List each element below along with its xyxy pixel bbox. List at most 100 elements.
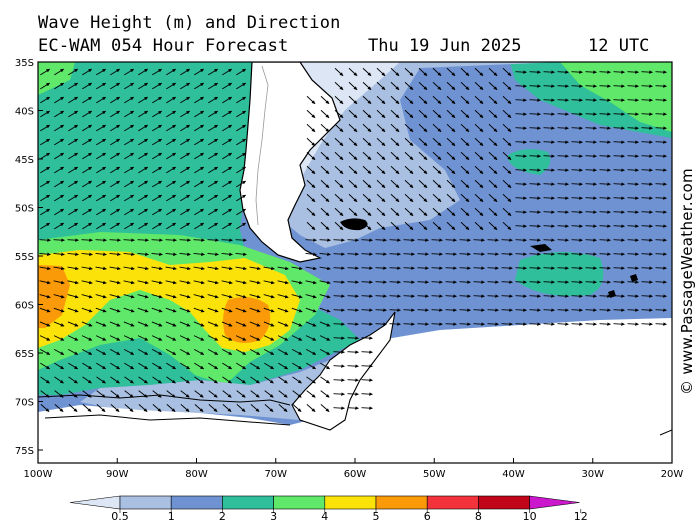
direction-arrow (208, 68, 218, 76)
direction-arrow (263, 348, 275, 356)
direction-arrow (54, 208, 64, 216)
direction-arrow (529, 210, 541, 214)
direction-arrow (53, 335, 65, 341)
lon-label: 20W (661, 469, 684, 480)
direction-arrow (319, 335, 331, 341)
direction-arrow (627, 294, 639, 298)
direction-arrow (501, 280, 513, 284)
direction-arrow (404, 123, 414, 133)
direction-arrow (347, 252, 359, 256)
direction-arrow (557, 140, 569, 144)
direction-arrow (613, 196, 625, 200)
direction-arrow (348, 165, 358, 175)
direction-arrow (460, 179, 470, 189)
direction-arrow (152, 222, 162, 230)
direction-arrow (487, 252, 499, 256)
direction-arrow (109, 280, 121, 285)
direction-arrow (613, 238, 625, 242)
direction-arrow (348, 221, 358, 231)
direction-arrow (151, 280, 163, 285)
direction-arrow (348, 123, 358, 133)
direction-arrow (96, 222, 106, 230)
direction-arrow (515, 112, 527, 116)
direction-arrow (347, 322, 359, 326)
direction-arrow (68, 82, 78, 90)
direction-arrow (474, 81, 484, 91)
direction-arrow (207, 294, 219, 299)
direction-arrow (222, 362, 232, 370)
direction-arrow (236, 208, 246, 216)
direction-arrow (123, 238, 135, 242)
direction-arrow (543, 98, 555, 102)
direction-arrow (194, 180, 204, 188)
direction-arrow (96, 96, 106, 104)
direction-arrow (194, 82, 204, 90)
direction-arrow (557, 308, 569, 312)
direction-arrow (432, 137, 442, 147)
direction-arrow (207, 348, 219, 356)
direction-arrow (207, 266, 219, 271)
direction-arrow (529, 294, 541, 298)
direction-arrow (180, 404, 190, 412)
direction-arrow (460, 67, 470, 77)
direction-arrow (110, 110, 120, 118)
direction-arrow (54, 180, 64, 188)
direction-arrow (627, 70, 639, 74)
direction-arrow (123, 307, 135, 313)
direction-arrow (362, 151, 372, 161)
direction-arrow (263, 294, 275, 299)
direction-arrow (110, 180, 120, 188)
direction-arrow (502, 207, 512, 217)
direction-arrow (194, 362, 204, 370)
direction-arrow (109, 321, 121, 327)
direction-arrow (236, 390, 246, 398)
direction-arrow (305, 294, 317, 299)
direction-arrow (571, 322, 583, 326)
direction-arrow (166, 110, 176, 118)
direction-arrow (194, 152, 204, 160)
legend-swatch (324, 495, 377, 510)
direction-arrow (557, 294, 569, 298)
wave-height-legend: 0.5 1 2 3 4 5 6 8 10 12 (69, 495, 588, 523)
direction-arrow (235, 238, 247, 242)
lat-label: 65S (15, 349, 34, 360)
direction-arrow (222, 138, 232, 146)
direction-arrow (333, 252, 345, 256)
direction-arrow (263, 280, 275, 285)
direction-arrow (291, 307, 303, 313)
lon-label: 80W (185, 469, 208, 480)
direction-arrow (403, 280, 415, 284)
direction-arrow (376, 165, 386, 175)
direction-arrow (571, 280, 583, 284)
direction-arrow (585, 168, 597, 172)
direction-arrow (151, 252, 163, 257)
direction-arrow (54, 222, 64, 230)
direction-arrow (96, 68, 106, 76)
direction-arrow (193, 238, 205, 242)
direction-arrow (655, 126, 667, 130)
longitude-axis: 100W 90W 80W 70W 60W 50W 40W 30W 20W (24, 458, 684, 480)
direction-arrow (96, 180, 106, 188)
direction-arrow (305, 348, 317, 356)
direction-arrow (361, 266, 373, 270)
lat-label: 40S (15, 107, 34, 118)
direction-arrow (40, 362, 50, 370)
direction-arrow (235, 321, 247, 327)
direction-arrow (390, 151, 400, 161)
direction-arrow (320, 193, 330, 203)
direction-arrow (166, 82, 176, 90)
forecast-time: 12 UTC (588, 36, 650, 56)
direction-arrow (123, 294, 135, 299)
direction-arrow (627, 84, 639, 88)
wave-direction-arrows (39, 67, 667, 412)
direction-arrow (599, 84, 611, 88)
direction-arrow (515, 266, 527, 270)
direction-arrow (249, 280, 261, 285)
direction-arrow (599, 280, 611, 284)
direction-arrow (67, 335, 79, 341)
direction-arrow (557, 322, 569, 326)
direction-arrow (110, 376, 120, 384)
direction-arrow (529, 224, 541, 228)
direction-arrow (348, 207, 358, 217)
direction-arrow (124, 138, 134, 146)
